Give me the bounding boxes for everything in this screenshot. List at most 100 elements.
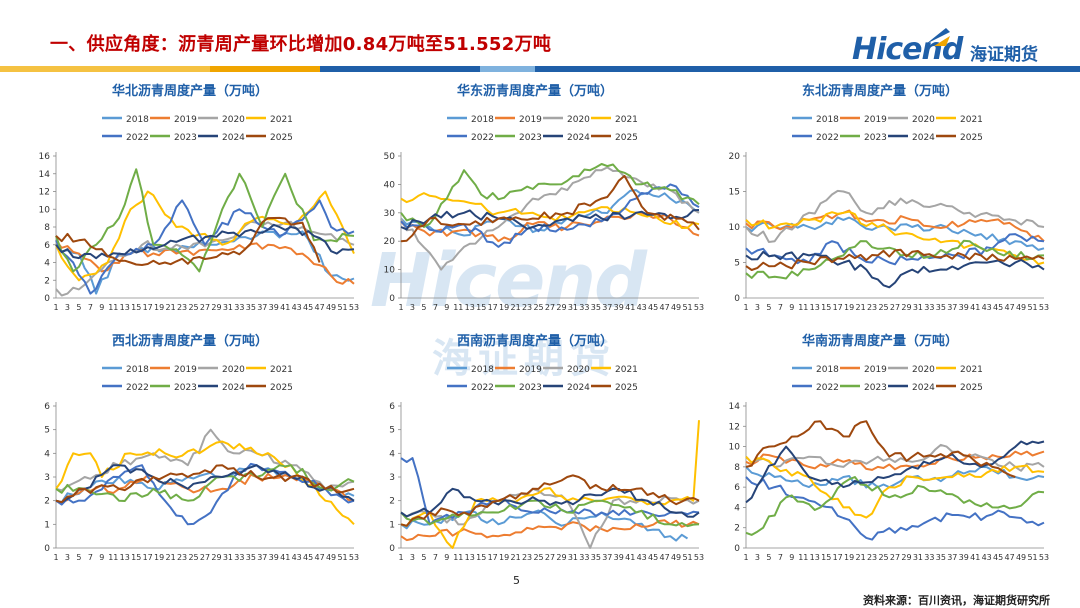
legend-label: 2025 xyxy=(615,133,638,143)
legend-label: 2022 xyxy=(126,133,149,143)
chart-title: 华北沥青周度产量（万吨） xyxy=(111,84,268,99)
x-tick-label: 35 xyxy=(936,303,946,312)
y-tick-label: 0 xyxy=(44,544,50,554)
x-tick-label: 33 xyxy=(924,553,934,562)
series-line-2025 xyxy=(400,474,700,527)
x-tick-label: 19 xyxy=(844,303,854,312)
y-tick-label: 15 xyxy=(729,188,740,198)
series-line-2025 xyxy=(745,420,1016,478)
x-tick-label: 47 xyxy=(660,303,670,312)
x-tick-label: 17 xyxy=(143,303,153,312)
y-tick-label: 4 xyxy=(734,503,740,513)
x-tick-label: 29 xyxy=(211,553,221,562)
divider-segment xyxy=(0,66,210,72)
x-tick-label: 39 xyxy=(269,303,279,312)
x-tick-label: 15 xyxy=(476,553,486,562)
x-tick-label: 25 xyxy=(533,303,543,312)
x-tick-label: 35 xyxy=(936,553,946,562)
logo-swoosh-icon xyxy=(926,28,950,46)
x-tick-label: 9 xyxy=(789,303,794,312)
y-tick-label: 2 xyxy=(389,497,395,507)
x-tick-label: 35 xyxy=(246,553,256,562)
legend-label: 2022 xyxy=(471,133,494,143)
legend-label: 2022 xyxy=(126,383,149,393)
x-tick-label: 25 xyxy=(188,303,198,312)
x-tick-label: 23 xyxy=(522,303,532,312)
chart-panel-northeast: 2018 2019 2020 2021 2022 2023 2024 2025 0 5 10 15 20… xyxy=(710,80,1050,320)
x-tick-label: 29 xyxy=(211,303,221,312)
legend-label: 2023 xyxy=(519,383,542,393)
x-tick-label: 31 xyxy=(913,303,923,312)
x-tick-label: 15 xyxy=(131,553,141,562)
x-tick-label: 15 xyxy=(476,303,486,312)
y-tick-label: 2 xyxy=(44,276,50,286)
x-tick-label: 11 xyxy=(798,553,808,562)
y-tick-label: 12 xyxy=(39,188,50,198)
legend-label: 2018 xyxy=(816,365,839,375)
x-tick-label: 41 xyxy=(625,553,635,562)
y-tick-label: 2 xyxy=(44,497,50,507)
x-tick-label: 13 xyxy=(465,553,475,562)
x-tick-label: 3 xyxy=(410,303,415,312)
x-tick-label: 1 xyxy=(398,303,403,312)
x-tick-label: 41 xyxy=(625,303,635,312)
x-tick-label: 47 xyxy=(1005,553,1015,562)
x-tick-label: 33 xyxy=(234,303,244,312)
x-tick-label: 17 xyxy=(833,303,843,312)
x-tick-label: 53 xyxy=(694,553,704,562)
chart-title: 华东沥青周度产量（万吨） xyxy=(456,84,613,99)
chart-title: 华南沥青周度产量（万吨） xyxy=(801,334,958,349)
y-tick-label: 0 xyxy=(389,294,395,304)
x-tick-label: 21 xyxy=(166,303,176,312)
chart-panel-southwest: 2018 2019 2020 2021 2022 2023 2024 2025 0 1 2 3 4 5 6 1… xyxy=(365,330,705,570)
chart-panel-east: 2018 2019 2020 2021 2022 2023 2024 2025 0 10 20 30 4… xyxy=(365,80,705,320)
y-tick-label: 12 xyxy=(729,422,740,432)
x-tick-label: 45 xyxy=(648,553,658,562)
y-tick-label: 8 xyxy=(734,463,740,473)
x-tick-label: 1 xyxy=(743,553,748,562)
legend-label: 2021 xyxy=(960,115,983,125)
y-tick-label: 0 xyxy=(734,294,740,304)
x-tick-label: 33 xyxy=(234,553,244,562)
x-tick-label: 23 xyxy=(177,303,187,312)
x-tick-label: 3 xyxy=(65,303,70,312)
x-tick-label: 45 xyxy=(648,303,658,312)
y-tick-label: 20 xyxy=(729,152,741,162)
y-tick-label: 6 xyxy=(44,402,50,412)
x-tick-label: 13 xyxy=(465,303,475,312)
x-tick-label: 37 xyxy=(947,553,957,562)
x-tick-label: 49 xyxy=(1016,303,1026,312)
logo-chinese-name: 海证期货 xyxy=(970,45,1038,65)
series-line-2022 xyxy=(400,183,700,248)
chart-panel-northwest: 2018 2019 2020 2021 2022 2023 2024 2025 0 1 2 3 4 5 6 1… xyxy=(20,330,360,570)
chart-svg: 2018 2019 2020 2021 2022 2023 2024 2025 0 2 4 6 8 10 1… xyxy=(729,365,1050,562)
x-tick-label: 43 xyxy=(982,553,992,562)
x-tick-label: 41 xyxy=(280,553,290,562)
x-tick-label: 3 xyxy=(410,553,415,562)
x-tick-label: 43 xyxy=(292,553,302,562)
x-tick-label: 41 xyxy=(970,553,980,562)
x-tick-label: 37 xyxy=(257,303,267,312)
x-tick-label: 45 xyxy=(303,303,313,312)
x-tick-label: 27 xyxy=(890,553,900,562)
series-line-2025 xyxy=(55,464,355,504)
legend-label: 2019 xyxy=(519,115,542,125)
x-tick-label: 53 xyxy=(1039,303,1049,312)
series-line-2024 xyxy=(55,464,355,504)
x-tick-label: 11 xyxy=(108,553,118,562)
x-tick-label: 13 xyxy=(120,303,130,312)
chart-svg: 2018 2019 2020 2021 2022 2023 2024 2025 0 2 4 6 8 10 1… xyxy=(39,115,360,312)
y-tick-label: 4 xyxy=(44,259,50,269)
series-line-2024 xyxy=(55,223,355,260)
x-tick-label: 7 xyxy=(778,303,783,312)
legend-label: 2024 xyxy=(912,383,935,393)
x-tick-label: 31 xyxy=(223,553,233,562)
x-tick-label: 5 xyxy=(76,553,81,562)
legend-label: 2019 xyxy=(174,115,197,125)
x-tick-label: 53 xyxy=(1039,553,1049,562)
x-tick-label: 37 xyxy=(257,553,267,562)
x-tick-label: 19 xyxy=(499,553,509,562)
x-tick-label: 51 xyxy=(337,303,347,312)
page-number: 5 xyxy=(513,574,520,587)
